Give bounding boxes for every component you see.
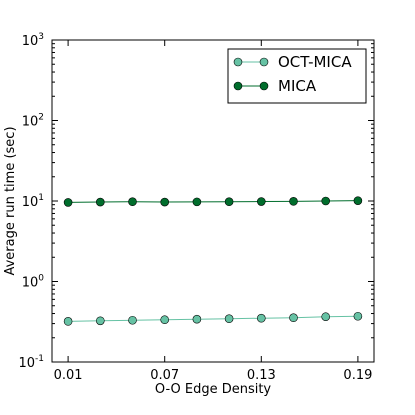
x-tick-label: 0.19	[343, 368, 372, 383]
data-point-oct-mica	[63, 317, 73, 326]
data-point-oct-mica	[256, 313, 266, 323]
legend-marker-oct-mica-end	[259, 57, 269, 67]
data-point-mica	[256, 197, 266, 206]
data-point-mica	[160, 197, 169, 207]
data-point-mica	[96, 197, 105, 207]
legend-label-oct-mica: OCT-MICA	[278, 53, 352, 71]
legend-box	[227, 48, 367, 104]
legend-marker-mica	[233, 81, 243, 91]
data-point-oct-mica	[224, 314, 234, 324]
series-line-oct-mica	[68, 315, 358, 322]
data-point-mica	[192, 197, 202, 207]
data-point-mica	[128, 197, 137, 207]
legend-label-mica: MICA	[278, 77, 317, 95]
data-point-mica	[289, 197, 298, 206]
x-tick-label: 0.13	[247, 368, 276, 383]
y-tick-label: 103	[22, 32, 44, 49]
data-point-mica	[63, 198, 73, 207]
legend: OCT-MICA MICA	[227, 48, 367, 104]
y-tick-label: 102	[22, 113, 44, 130]
legend-marker-mica-end	[259, 81, 269, 91]
x-axis-title: O-O Edge Density	[155, 382, 272, 397]
data-point-oct-mica	[192, 314, 202, 324]
y-axis-title: Average run time (sec)	[3, 126, 18, 275]
data-point-oct-mica	[289, 313, 298, 323]
data-point-oct-mica	[160, 315, 169, 325]
data-point-oct-mica	[353, 311, 363, 321]
series-group	[63, 196, 363, 326]
y-tick-label: 100	[22, 274, 45, 291]
data-point-oct-mica	[321, 312, 331, 322]
data-point-mica	[224, 197, 234, 207]
data-point-oct-mica	[128, 315, 137, 325]
data-point-mica	[321, 196, 331, 206]
y-tick-label: 10-1	[18, 354, 44, 371]
series-line-mica	[68, 200, 358, 203]
y-tick-label: 101	[22, 193, 44, 210]
data-point-mica	[353, 196, 363, 205]
axis-ticks: 0.01 0.07 0.13 0.19 10-1 100 101 102 103	[18, 32, 374, 383]
legend-marker-oct-mica	[233, 57, 243, 67]
data-point-oct-mica	[96, 316, 105, 326]
x-tick-label: 0.07	[150, 368, 179, 383]
x-tick-label: 0.01	[54, 368, 83, 383]
